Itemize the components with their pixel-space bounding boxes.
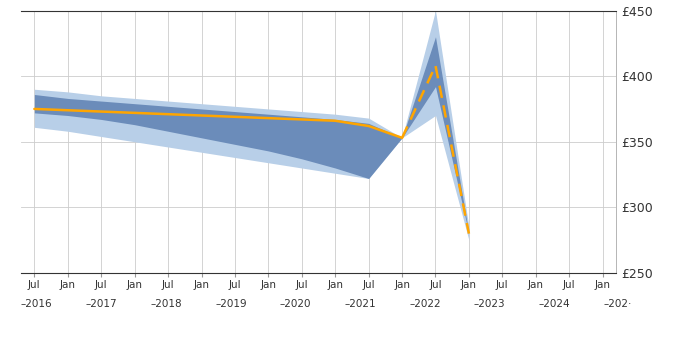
Legend: Median, 25th to 75th Percentile Range, 10th to 90th Percentile Range: Median, 25th to 75th Percentile Range, 1… [32,348,522,350]
